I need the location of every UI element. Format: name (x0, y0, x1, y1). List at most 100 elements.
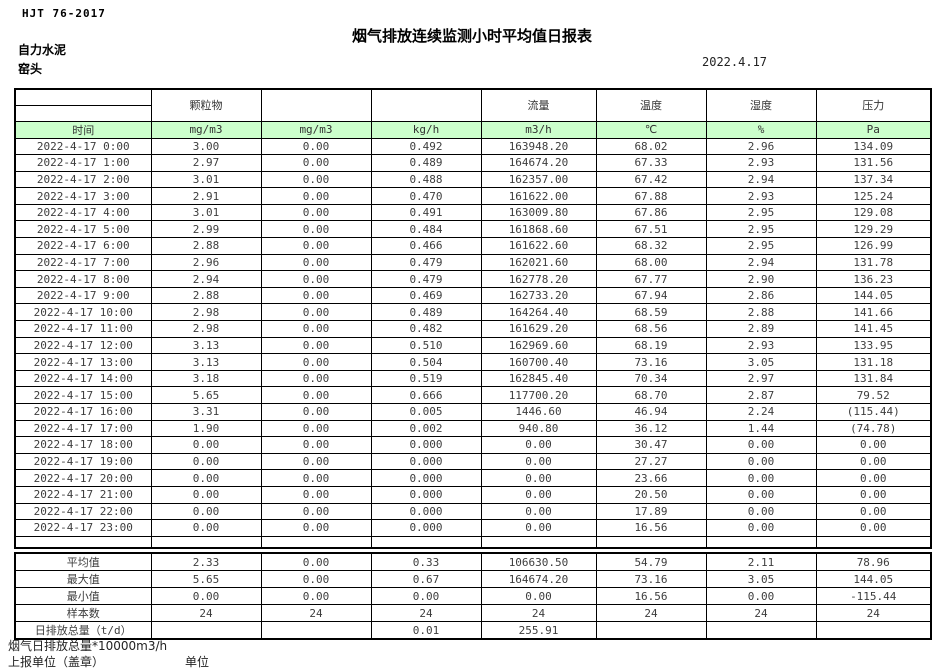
value-cell: 141.66 (815, 303, 932, 322)
table-row: 2022-4-17 23:00 0.00 0.00 0.000 0.00 16.56 0.0… (14, 519, 932, 537)
value-cell: 0.00 (705, 485, 817, 504)
value-cell: 0.00 (150, 502, 262, 521)
value-cell: 0.00 (150, 519, 262, 537)
table-row: 2022-4-17 3:00 2.91 0.00 0.470 161622.00 67.8… (14, 187, 932, 205)
value-cell: 2.97 (705, 369, 817, 388)
value-cell: 0.489 (370, 303, 482, 322)
value-cell: 2.99 (150, 220, 262, 239)
value-cell: 0.00 (150, 485, 262, 504)
value-cell: 1.90 (150, 419, 262, 438)
value-cell: 131.56 (815, 154, 932, 172)
empty-cell (595, 535, 707, 549)
time-cell: 2022-4-17 9:00 (14, 286, 152, 305)
value-cell: 162733.20 (480, 286, 597, 305)
value-cell: 0.00 (480, 452, 597, 471)
company-name: 自力水泥 (18, 43, 67, 57)
value-cell: 46.94 (595, 403, 707, 421)
group-header-time-bottom (14, 104, 152, 122)
group-header-humidity: 湿度 (705, 88, 817, 122)
value-cell: 2.87 (705, 386, 817, 404)
value-cell: 125.24 (815, 187, 932, 205)
value-cell: 0.00 (260, 286, 372, 305)
value-cell: 2.95 (705, 220, 817, 239)
value-cell: 0.00 (480, 502, 597, 521)
value-cell: 79.52 (815, 386, 932, 404)
value-cell: 0.479 (370, 253, 482, 272)
time-cell: 2022-4-17 20:00 (14, 469, 152, 487)
value-cell: 0.469 (370, 286, 482, 305)
value-cell: 141.45 (815, 320, 932, 338)
summary-label-cell: 最大值 (14, 570, 152, 588)
time-cell: 2022-4-17 3:00 (14, 187, 152, 205)
value-cell: 2.94 (705, 253, 817, 272)
value-cell: 0.00 (260, 270, 372, 288)
hourly-data-table: 颗粒物 流量 温度 湿度 压力 时间 mg/m3 mg/m3 kg/h m3/h… (14, 88, 932, 550)
value-cell: 16.56 (595, 519, 707, 537)
table-row: 2022-4-17 14:00 3.18 0.00 0.519 162845.40 70.… (14, 369, 932, 388)
summary-value-cell (150, 621, 262, 640)
value-cell: 30.47 (595, 436, 707, 454)
value-cell: 0.00 (150, 452, 262, 471)
value-cell: 131.18 (815, 353, 932, 371)
empty-cell (260, 535, 372, 549)
table-row: 2022-4-17 22:00 0.00 0.00 0.000 0.00 17.89 0.0… (14, 502, 932, 521)
value-cell: 68.70 (595, 386, 707, 404)
value-cell: 0.00 (260, 237, 372, 255)
value-cell: 0.00 (260, 519, 372, 537)
time-cell: 2022-4-17 6:00 (14, 237, 152, 255)
summary-value-cell: 24 (260, 604, 372, 622)
table-row: 2022-4-17 21:00 0.00 0.00 0.000 0.00 20.50 0.0… (14, 485, 932, 504)
col-header-time: 时间 (14, 120, 152, 139)
value-cell: 0.510 (370, 336, 482, 355)
value-cell: 3.01 (150, 203, 262, 222)
value-cell: 0.00 (705, 519, 817, 537)
table-row: 2022-4-17 20:00 0.00 0.00 0.000 0.00 23.66 0.0… (14, 469, 932, 487)
value-cell: 73.16 (595, 353, 707, 371)
value-cell: 0.00 (260, 220, 372, 239)
value-cell: 0.00 (150, 436, 262, 454)
value-cell: 2.88 (705, 303, 817, 322)
col-header-unit-pa: Pa (815, 120, 932, 139)
value-cell: 67.88 (595, 187, 707, 205)
time-cell: 2022-4-17 1:00 (14, 154, 152, 172)
summary-row: 平均值 2.33 0.00 0.33 106630.50 54.79 2.11 78.96 (14, 552, 932, 571)
empty-cell (370, 535, 482, 549)
value-cell: 0.00 (260, 203, 372, 222)
value-cell: 131.84 (815, 369, 932, 388)
value-cell: 0.466 (370, 237, 482, 255)
value-cell: 0.000 (370, 502, 482, 521)
value-cell: 2.98 (150, 303, 262, 322)
value-cell: 164674.20 (480, 154, 597, 172)
value-cell: 0.00 (260, 170, 372, 189)
empty-cell (705, 535, 817, 549)
value-cell: 2.94 (705, 170, 817, 189)
summary-value-cell: 0.00 (260, 552, 372, 571)
value-cell: 70.34 (595, 369, 707, 388)
summary-value-cell: 24 (150, 604, 262, 622)
group-header-blank-1 (260, 88, 372, 122)
empty-cell (815, 535, 932, 549)
summary-value-cell: 24 (480, 604, 597, 622)
value-cell: 23.66 (595, 469, 707, 487)
value-cell: 1.44 (705, 419, 817, 438)
summary-label-cell: 样本数 (14, 604, 152, 622)
table-row: 2022-4-17 4:00 3.01 0.00 0.491 163009.80 67.8… (14, 203, 932, 222)
value-cell: (115.44) (815, 403, 932, 421)
summary-value-cell: 24 (370, 604, 482, 622)
value-cell: 67.94 (595, 286, 707, 305)
value-cell: 67.86 (595, 203, 707, 222)
value-cell: 144.05 (815, 286, 932, 305)
value-cell: 2.93 (705, 187, 817, 205)
summary-value-cell: 78.96 (815, 552, 932, 571)
value-cell: 162969.60 (480, 336, 597, 355)
value-cell: 68.32 (595, 237, 707, 255)
time-cell: 2022-4-17 18:00 (14, 436, 152, 454)
summary-value-cell: 0.00 (370, 587, 482, 605)
value-cell: (74.78) (815, 419, 932, 438)
value-cell: 0.492 (370, 137, 482, 156)
value-cell: 2.86 (705, 286, 817, 305)
value-cell: 67.42 (595, 170, 707, 189)
value-cell: 2.89 (705, 320, 817, 338)
value-cell: 0.000 (370, 436, 482, 454)
value-cell: 163948.20 (480, 137, 597, 156)
